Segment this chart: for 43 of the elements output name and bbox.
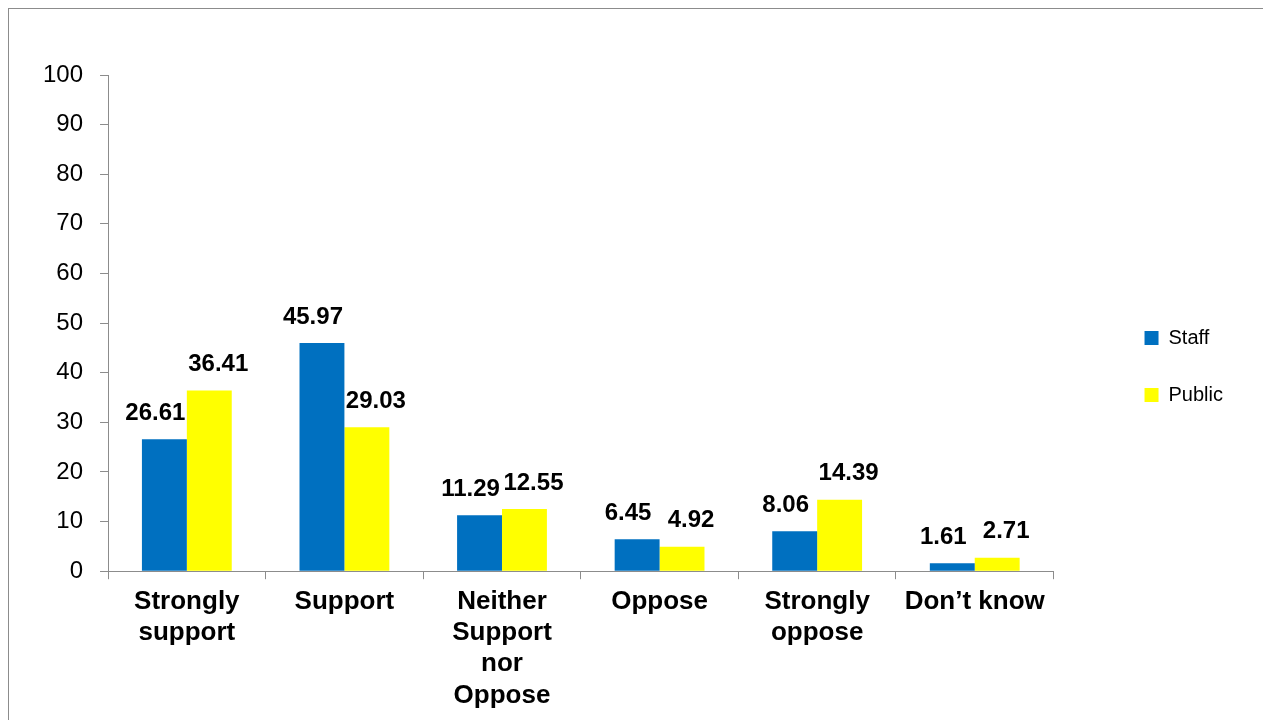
legend-label: Public	[1168, 382, 1224, 405]
y-tick-label: 50	[56, 307, 84, 335]
bar	[186, 390, 232, 571]
data-label: 26.61	[125, 397, 186, 425]
x-tick-label: Support	[294, 584, 395, 615]
data-label: 2.71	[982, 516, 1030, 544]
y-tick-label: 20	[56, 456, 84, 484]
data-label: 6.45	[604, 497, 652, 525]
bar	[772, 531, 818, 571]
x-tick-label: Don’t know	[904, 584, 1046, 615]
x-tick-label: Strongly oppose	[764, 584, 871, 647]
legend-label: Staff	[1168, 325, 1210, 348]
bar	[344, 427, 390, 571]
y-tick-label: 10	[56, 506, 84, 534]
data-label: 45.97	[282, 301, 343, 329]
y-tick-label: 30	[56, 406, 84, 434]
data-label: 1.61	[919, 521, 967, 549]
bar	[817, 499, 863, 571]
data-label: 8.06	[762, 489, 810, 517]
x-tick-label: Strongly support	[134, 584, 241, 647]
bar	[614, 539, 660, 571]
data-label: 14.39	[818, 458, 879, 486]
data-label: 12.55	[503, 467, 564, 495]
data-label: 11.29	[441, 473, 500, 501]
bar	[659, 546, 705, 571]
data-label: 29.03	[345, 385, 406, 413]
bar	[299, 343, 345, 571]
y-tick-label: 90	[56, 109, 84, 137]
y-tick-label: 40	[56, 357, 84, 385]
x-tick-label: Oppose	[611, 584, 708, 615]
data-label: 4.92	[667, 505, 715, 533]
bar	[502, 508, 547, 571]
bar	[141, 439, 187, 571]
y-tick-label: 100	[43, 59, 84, 87]
y-tick-label: 60	[56, 258, 84, 286]
bar	[457, 515, 502, 571]
bar	[974, 557, 1020, 571]
y-tick-label: 70	[56, 208, 84, 236]
x-tick-label: Neither Support nor Oppose	[452, 584, 553, 709]
y-tick-label: 80	[56, 158, 84, 186]
data-label: 36.41	[188, 349, 249, 377]
y-tick-label: 0	[69, 555, 84, 583]
bar	[929, 563, 975, 571]
